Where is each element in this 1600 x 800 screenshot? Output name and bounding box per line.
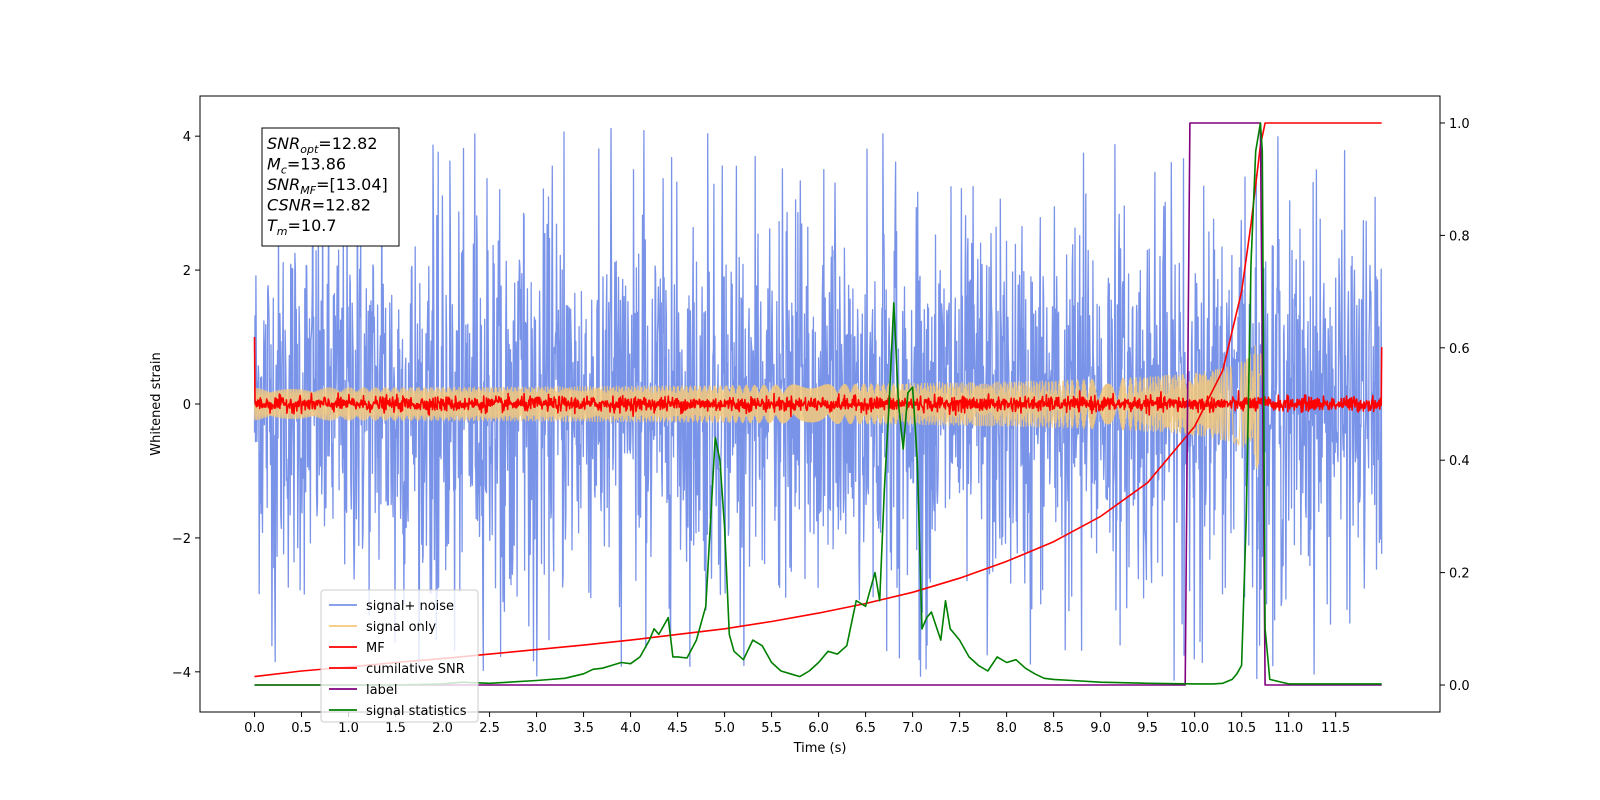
y-tick-label: −2 — [172, 532, 191, 547]
series-line-0 — [253, 127, 1383, 681]
info-line: SNRopt=12.82 — [267, 134, 378, 156]
x-tick-label: 1.0 — [338, 721, 359, 736]
legend-entry: label — [366, 683, 397, 698]
y2-tick-label: 0.4 — [1449, 454, 1470, 469]
series-line-2 — [253, 336, 1383, 418]
series-line-5 — [254, 122, 1382, 686]
y-axis-left: −4 −2 0 2 4 — [172, 130, 200, 681]
x-tick-label: 4.5 — [667, 721, 688, 736]
info-line: Mc=13.86 — [267, 155, 346, 177]
y2-tick-label: 0.6 — [1449, 342, 1470, 357]
info-line: Tm=10.7 — [267, 216, 337, 238]
series-layer — [253, 122, 1383, 686]
x-axis-label: Time (s) — [793, 741, 847, 756]
y2-tick-label: 0.8 — [1449, 229, 1470, 244]
y2-tick-label: 0.0 — [1449, 679, 1470, 694]
legend-entry: signal only — [366, 620, 436, 635]
y-tick-label: 0 — [183, 398, 191, 413]
y-axis-label: Whitened strain — [149, 352, 164, 455]
info-box-frame — [261, 127, 400, 247]
x-tick-label: 11.5 — [1321, 721, 1350, 736]
legend-entry: signal statistics — [366, 704, 467, 719]
y2-tick-label: 1.0 — [1449, 117, 1470, 132]
x-tick-label: 10.0 — [1180, 721, 1209, 736]
x-tick-label: 11.0 — [1274, 721, 1303, 736]
x-tick-label: 5.0 — [714, 721, 735, 736]
y-tick-label: −4 — [172, 666, 191, 681]
y-tick-label: 4 — [183, 130, 191, 145]
x-tick-label: 7.0 — [902, 721, 923, 736]
info-line: CSNR=12.82 — [267, 196, 371, 215]
legend-entry: MF — [366, 641, 385, 656]
info-line: SNRMF=[13.04] — [267, 175, 388, 197]
y2-tick-label: 0.2 — [1449, 567, 1470, 582]
x-tick-label: 5.5 — [761, 721, 782, 736]
x-tick-label: 0.0 — [244, 721, 265, 736]
x-tick-label: 0.5 — [291, 721, 312, 736]
x-tick-label: 9.5 — [1137, 721, 1158, 736]
x-tick-label: 7.5 — [949, 721, 970, 736]
x-tick-label: 1.5 — [385, 721, 406, 736]
x-tick-label: 2.5 — [479, 721, 500, 736]
x-tick-label: 9.0 — [1090, 721, 1111, 736]
x-tick-label: 3.0 — [526, 721, 547, 736]
x-axis: 0.0 0.5 1.0 1.5 2.0 2.5 3.0 3.5 4.0 4.5 5.0 5.5 6.0 6… — [244, 712, 1350, 736]
legend: signal+ noise signal only MF cumilative SNR… — [320, 589, 479, 723]
x-tick-label: 10.5 — [1227, 721, 1256, 736]
x-tick-label: 3.5 — [573, 721, 594, 736]
x-tick-label: 8.5 — [1043, 721, 1064, 736]
legend-entry: signal+ noise — [366, 599, 454, 614]
y-axis-right: 0.0 0.2 0.4 0.6 0.8 1.0 — [1440, 117, 1470, 694]
x-tick-label: 6.5 — [855, 721, 876, 736]
x-tick-label: 8.0 — [996, 721, 1017, 736]
x-tick-label: 6.0 — [808, 721, 829, 736]
legend-entry: cumilative SNR — [366, 662, 465, 677]
info-box: SNRopt=12.82Mc=13.86SNRMF=[13.04]CSNR=12… — [261, 127, 400, 247]
series-line-4 — [254, 122, 1382, 686]
legend-frame — [320, 589, 479, 723]
y-tick-label: 2 — [183, 264, 191, 279]
x-tick-label: 2.0 — [432, 721, 453, 736]
x-tick-label: 4.0 — [620, 721, 641, 736]
